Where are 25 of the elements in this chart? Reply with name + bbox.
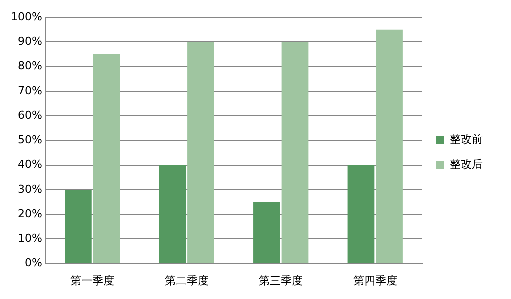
- y-tick-label: 40%: [18, 158, 42, 172]
- bar: [188, 42, 214, 264]
- legend-label: 整改后: [450, 158, 483, 171]
- x-tick-label: 第三季度: [259, 274, 304, 288]
- legend-label: 整改前: [450, 132, 483, 146]
- bar: [254, 202, 280, 264]
- y-tick-label: 10%: [18, 232, 42, 246]
- y-tick-label: 90%: [18, 35, 42, 48]
- bar: [348, 165, 375, 264]
- y-tick-label: 30%: [18, 182, 42, 196]
- y-tick-label: 50%: [18, 134, 42, 147]
- y-tick-label: 60%: [18, 108, 42, 122]
- y-tick-label: 80%: [18, 60, 42, 73]
- x-tick-label: 第一季度: [70, 274, 115, 288]
- bar: [376, 30, 403, 264]
- x-tick-label: 第二季度: [164, 274, 209, 288]
- y-tick-label: 70%: [18, 84, 42, 98]
- bar: [282, 42, 309, 264]
- x-tick-label: 第四季度: [353, 274, 398, 288]
- y-tick-label: 0%: [24, 256, 42, 270]
- y-tick-label: 100%: [10, 10, 42, 24]
- bar: [159, 165, 186, 264]
- bar: [93, 54, 120, 264]
- bar: [65, 190, 92, 264]
- y-tick-label: 20%: [18, 207, 42, 220]
